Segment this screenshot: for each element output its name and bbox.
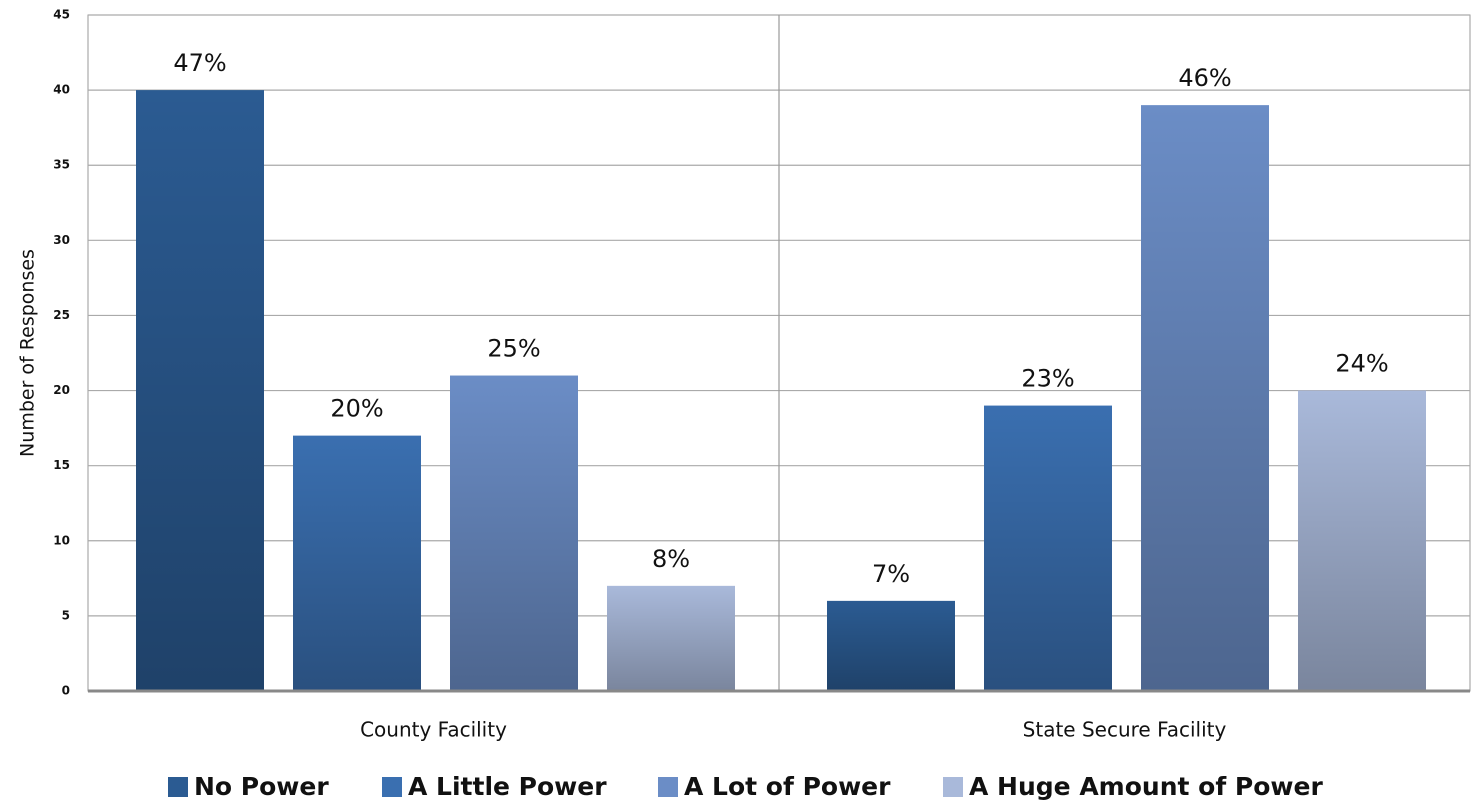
legend-swatch bbox=[943, 777, 963, 797]
y-tick-label: 40 bbox=[53, 83, 70, 97]
data-label: 25% bbox=[487, 335, 540, 363]
y-tick-label: 15 bbox=[53, 458, 70, 472]
legend-label: No Power bbox=[194, 772, 329, 801]
y-tick-label: 0 bbox=[62, 684, 70, 698]
bar-shade bbox=[293, 435, 421, 691]
data-label: 24% bbox=[1335, 350, 1388, 378]
x-tick-label: State Secure Facility bbox=[1023, 718, 1227, 742]
bar-shade bbox=[607, 585, 735, 691]
legend-swatch bbox=[382, 777, 402, 797]
legend-swatch bbox=[658, 777, 678, 797]
bar-shade bbox=[1298, 390, 1426, 691]
data-label: 46% bbox=[1178, 64, 1231, 92]
legend-swatch bbox=[168, 777, 188, 797]
bar-shade bbox=[1141, 105, 1269, 692]
data-label: 47% bbox=[173, 49, 226, 77]
legend-label: A Huge Amount of Power bbox=[969, 772, 1323, 801]
bar-shade bbox=[984, 405, 1112, 691]
y-tick-label: 45 bbox=[53, 8, 70, 22]
y-tick-label: 35 bbox=[53, 158, 70, 172]
y-tick-label: 5 bbox=[62, 608, 70, 622]
bar-shade bbox=[450, 375, 578, 691]
data-label: 7% bbox=[872, 560, 910, 588]
y-axis-title: Number of Responses bbox=[17, 249, 39, 457]
y-tick-label: 20 bbox=[53, 383, 70, 397]
data-label: 23% bbox=[1021, 365, 1074, 393]
data-label: 8% bbox=[652, 545, 690, 573]
bar-shade bbox=[827, 600, 955, 691]
y-tick-label: 10 bbox=[53, 533, 70, 547]
legend-label: A Little Power bbox=[408, 772, 607, 801]
data-label: 20% bbox=[330, 395, 383, 423]
bar-shade bbox=[136, 90, 264, 692]
legend-label: A Lot of Power bbox=[684, 772, 891, 801]
y-tick-label: 30 bbox=[53, 233, 70, 247]
y-tick-label: 25 bbox=[53, 308, 70, 322]
x-tick-label: County Facility bbox=[360, 718, 507, 742]
